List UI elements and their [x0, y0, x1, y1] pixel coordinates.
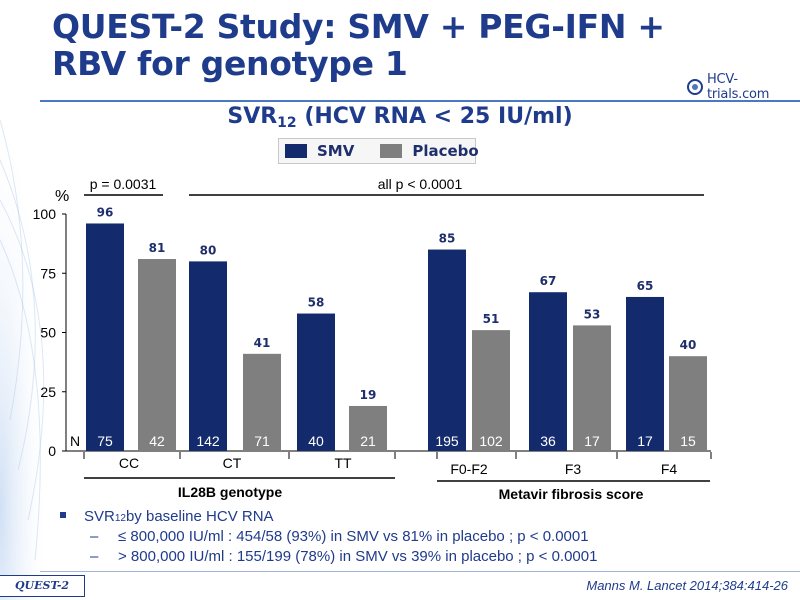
n-count-label: 36	[540, 433, 556, 449]
n-count-label: 17	[637, 433, 653, 449]
n-count-label: 21	[360, 433, 376, 449]
subtitle-main: SVR	[227, 104, 278, 129]
legend-item-placebo: Placebo	[380, 142, 496, 160]
group-label: IL28B genotype	[178, 484, 282, 500]
bar-placebo	[243, 353, 281, 451]
data-label: 40	[680, 338, 697, 352]
bar-smv	[189, 261, 227, 451]
subtitle-rest: (HCV RNA < 25 IU/ml)	[296, 104, 573, 129]
data-label: 81	[149, 241, 166, 255]
n-count-label: 75	[97, 433, 113, 449]
header-divider	[40, 100, 800, 102]
annotation-label: all p < 0.0001	[378, 176, 463, 192]
logo-icon	[686, 79, 703, 95]
y-tick-label: 50	[40, 325, 56, 341]
subtitle-sub: 12	[277, 115, 297, 131]
n-count-label: 40	[308, 433, 324, 449]
n-label: N	[70, 433, 80, 449]
data-label: 85	[439, 232, 456, 246]
citation: Manns M. Lancet 2014;384:414-26	[586, 578, 788, 593]
chart-subtitle: SVR12 (HCV RNA < 25 IU/ml)	[0, 104, 800, 131]
legend-swatch-smv	[285, 144, 307, 158]
n-count-label: 17	[584, 433, 600, 449]
footnote-item-text: ≤ 800,000 IU/ml : 454/58 (93%) in SMV vs…	[118, 528, 589, 545]
data-label: 67	[540, 274, 557, 288]
data-label: 58	[308, 296, 325, 310]
x-tick-label: CC	[119, 455, 139, 471]
bar-placebo	[138, 259, 176, 451]
footnote-item: – ≤ 800,000 IU/ml : 454/58 (93%) in SMV …	[90, 528, 780, 545]
n-count-label: 142	[196, 433, 220, 449]
y-tick-label: 0	[48, 443, 56, 459]
y-axis-label: %	[55, 188, 69, 205]
hcv-trials-logo: HCV-trials.com	[686, 72, 800, 102]
bar-placebo	[349, 405, 387, 451]
y-tick-label: 75	[40, 265, 56, 281]
group-label: Metavir fibrosis score	[499, 486, 644, 502]
n-count-label: 42	[149, 433, 165, 449]
x-tick-label: TT	[334, 455, 352, 471]
data-label: 19	[360, 388, 377, 402]
bar-smv	[86, 223, 124, 451]
x-tick-label: CT	[223, 455, 242, 471]
data-label: 96	[97, 205, 114, 219]
dash-icon: –	[90, 548, 99, 565]
bullet-icon	[60, 512, 66, 518]
footnote-main: SVR 12 by baseline HCV RNA	[60, 508, 780, 525]
legend-swatch-placebo	[380, 144, 403, 158]
footnote-item: – > 800,000 IU/ml : 155/199 (78%) in SMV…	[90, 548, 780, 565]
n-count-label: 102	[479, 433, 503, 449]
data-label: 41	[254, 336, 271, 350]
footnote-main-prefix: SVR	[84, 508, 115, 525]
study-tag: QUEST-2	[0, 575, 85, 597]
bar-smv	[428, 249, 466, 451]
legend-label-smv: SMV	[317, 142, 355, 160]
bar-placebo	[472, 330, 510, 451]
x-tick-label: F4	[661, 461, 678, 477]
chart-legend: SMV Placebo	[278, 138, 479, 164]
x-tick-label: F3	[565, 461, 582, 477]
n-count-label: 195	[435, 433, 459, 449]
footnote-main-rest: by baseline HCV RNA	[125, 508, 274, 525]
logo-text: HCV-trials.com	[706, 72, 770, 102]
data-label: 53	[584, 307, 601, 321]
data-label: 51	[483, 312, 500, 326]
footnotes: SVR 12 by baseline HCV RNA – ≤ 800,000 IU…	[60, 508, 780, 565]
data-label: 80	[200, 243, 217, 257]
y-tick-label: 25	[40, 384, 56, 400]
n-count-label: 71	[254, 433, 270, 449]
bar-smv	[626, 296, 664, 451]
bar-smv	[529, 292, 567, 451]
footnote-main-sub: 12	[114, 513, 126, 524]
n-count-label: 15	[680, 433, 696, 449]
page-title: QUEST-2 Study: SMV + PEG-IFN + RBV for g…	[52, 7, 665, 83]
legend-item-smv: SMV	[285, 142, 372, 160]
bar-placebo	[669, 356, 707, 451]
data-label: 65	[637, 279, 654, 293]
x-tick-label: F0-F2	[450, 461, 488, 477]
legend-label-placebo: Placebo	[412, 142, 479, 160]
bar-placebo	[573, 325, 611, 451]
annotation-label: p = 0.0031	[90, 176, 157, 192]
bar-smv	[297, 313, 335, 451]
footer-divider	[40, 571, 800, 572]
footnote-item-text: > 800,000 IU/ml : 155/199 (78%) in SMV v…	[118, 548, 598, 565]
y-tick-label: 100	[33, 206, 57, 222]
dash-icon: –	[90, 528, 99, 545]
